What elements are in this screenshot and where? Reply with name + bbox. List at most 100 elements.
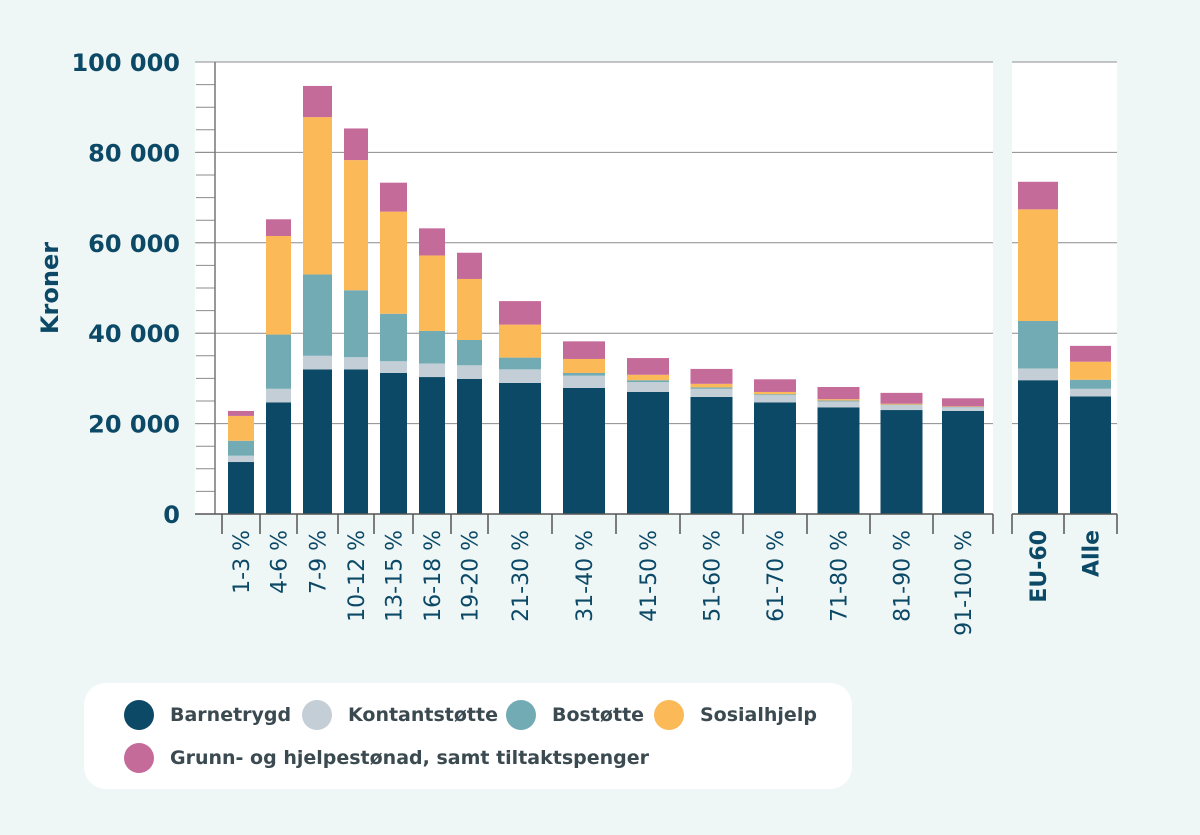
x-tick-label: 31-40 % — [573, 530, 598, 622]
x-tick-label: 61-70 % — [764, 530, 789, 622]
bar-segment — [266, 236, 291, 335]
legend-label: Kontantstøtte — [348, 704, 498, 726]
bar-segment — [457, 339, 482, 366]
bar-segment — [419, 255, 445, 331]
legend-swatch-barnetrygd — [124, 700, 154, 730]
bar-segment — [457, 378, 482, 514]
x-tick-label: 7-9 % — [307, 530, 332, 594]
bar-segment — [499, 369, 541, 383]
legend-label: Bostøtte — [552, 704, 645, 726]
bar-segment — [228, 415, 254, 441]
bar-segment — [499, 301, 541, 325]
legend-item-bostotte: Bostøtte — [506, 700, 644, 730]
bar-segment — [1070, 396, 1111, 514]
legend-item-sosialhjelp: Sosialhjelp — [654, 700, 817, 730]
bar-segment — [1018, 181, 1058, 210]
bar-segment — [228, 455, 254, 463]
bar-segment — [419, 330, 445, 364]
bar-segment — [419, 228, 445, 256]
bar-segment — [1018, 320, 1058, 369]
bar-segment — [754, 402, 796, 514]
y-tick-label: 80 000 — [88, 139, 180, 167]
y-tick-label: 0 — [163, 501, 180, 529]
bar-segment — [627, 374, 669, 381]
bar-segment — [817, 399, 860, 401]
x-tick-label: 91-100 % — [952, 530, 977, 636]
bar-segment — [754, 379, 796, 392]
bar-segment — [817, 401, 860, 408]
legend-label: Sosialhjelp — [700, 704, 817, 726]
bar-segment — [303, 355, 332, 370]
bar-segment — [380, 361, 407, 373]
legend-swatch-kontantstotte — [302, 700, 332, 730]
bar-segment — [627, 382, 669, 392]
bar-segment — [690, 387, 733, 389]
bar-segment — [303, 117, 332, 275]
bar-segment — [1070, 379, 1111, 389]
bar-segment — [563, 358, 605, 373]
bar-segment — [344, 357, 368, 370]
bar-segment — [627, 358, 669, 375]
bar-segment — [563, 372, 605, 376]
x-tick-label: 51-60 % — [701, 530, 726, 622]
bar-segment — [942, 410, 984, 514]
bar-segment — [1070, 388, 1111, 397]
x-tick-label: 21-30 % — [509, 530, 534, 622]
bar-segment — [457, 278, 482, 340]
bar-segment — [344, 290, 368, 358]
legend-item-grunn-hjelpestonad: Grunn- og hjelpestønad, samt tiltaktspen… — [124, 743, 649, 773]
x-tick-label: 1-3 % — [230, 530, 255, 594]
bar-segment — [690, 388, 733, 397]
bars — [228, 85, 1111, 514]
bar-segment — [344, 128, 368, 161]
bar-segment — [942, 398, 984, 407]
bar-segment — [880, 410, 923, 514]
bar-segment — [880, 403, 923, 405]
bar-segment — [266, 388, 291, 403]
bar-segment — [563, 341, 605, 359]
bar-segment — [380, 211, 407, 314]
bar-segment — [266, 402, 291, 514]
y-tick-label: 60 000 — [88, 230, 180, 258]
x-tick-label: 4-6 % — [268, 530, 293, 594]
bar-segment — [754, 394, 796, 396]
bar-segment — [563, 375, 605, 388]
bar-segment — [228, 462, 254, 514]
y-tick-labels: 0 20 000 40 000 60 000 80 000 100 000 — [71, 49, 180, 529]
x-tick-label: 19-20 % — [459, 530, 484, 622]
x-tick-label: Alle — [1080, 530, 1105, 577]
bar-segment — [1070, 361, 1111, 380]
x-tick-label: 16-18 % — [421, 530, 446, 622]
bar-segment — [303, 274, 332, 356]
bar-segment — [627, 380, 669, 383]
x-tick-label: 71-80 % — [828, 530, 853, 622]
bar-segment — [880, 392, 923, 404]
bar-segment — [690, 368, 733, 384]
bar-segment — [380, 182, 407, 212]
legend-swatch-sosialhjelp — [654, 700, 684, 730]
bar-segment — [499, 357, 541, 370]
y-tick-label: 40 000 — [88, 320, 180, 348]
bar-segment — [457, 252, 482, 279]
bar-segment — [303, 85, 332, 118]
bar-segment — [754, 391, 796, 395]
legend-item-barnetrygd: Barnetrygd — [124, 700, 291, 730]
bar-segment — [228, 440, 254, 456]
bar-segment — [344, 160, 368, 291]
y-tick-label: 100 000 — [71, 49, 180, 77]
bar-segment — [380, 313, 407, 362]
bar-segment — [419, 377, 445, 514]
bar-segment — [754, 395, 796, 403]
bar-segment — [817, 400, 860, 402]
x-tick-label: 81-90 % — [891, 530, 916, 622]
bar-segment — [690, 383, 733, 388]
legend: Barnetrygd Kontantstøtte Bostøtte Sosial… — [84, 683, 852, 789]
bar-segment — [499, 382, 541, 514]
bar-segment — [499, 324, 541, 358]
legend-swatch-grunn-hjelpestonad — [124, 743, 154, 773]
legend-item-kontantstotte: Kontantstøtte — [302, 700, 498, 730]
x-tick-label: 10-12 % — [345, 530, 370, 622]
bar-segment — [457, 365, 482, 379]
x-tick-labels: 1-3 % 4-6 % 7-9 % 10-12 % 13-15 % 16-18 % 19-2… — [230, 530, 1105, 636]
